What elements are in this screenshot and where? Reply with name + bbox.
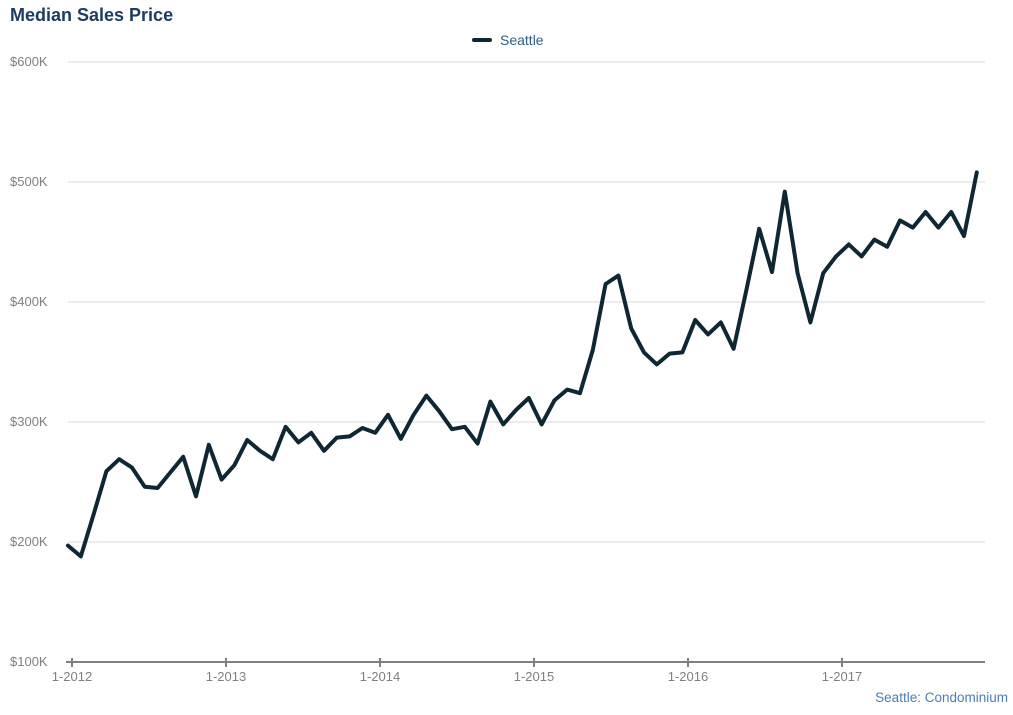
y-axis-label: $600K	[10, 54, 48, 69]
legend-label: Seattle	[500, 32, 544, 48]
x-axis-label: 1-2014	[359, 669, 401, 684]
y-axis-label: $100K	[10, 654, 48, 669]
gridlines	[68, 61, 985, 543]
legend-item-seattle[interactable]: Seattle	[472, 32, 544, 48]
y-axis-label: $200K	[10, 534, 48, 549]
y-axis-label: $400K	[10, 294, 48, 309]
legend-line-swatch-icon	[472, 38, 492, 42]
chart-title: Median Sales Price	[10, 5, 174, 25]
y-axis-label: $500K	[10, 174, 48, 189]
x-axis-label: 1-2012	[51, 669, 93, 684]
x-axis-label: 1-2016	[667, 669, 709, 684]
x-axis-label: 1-2017	[821, 669, 863, 684]
x-axis-label: 1-2015	[513, 669, 555, 684]
x-axis-label: 1-2013	[205, 669, 247, 684]
x-axis-ticks	[71, 658, 843, 667]
series-line-seattle[interactable]	[66, 170, 979, 559]
y-axis-label: $300K	[10, 414, 48, 429]
chart-footnote: Seattle: Condominium	[875, 690, 1008, 705]
